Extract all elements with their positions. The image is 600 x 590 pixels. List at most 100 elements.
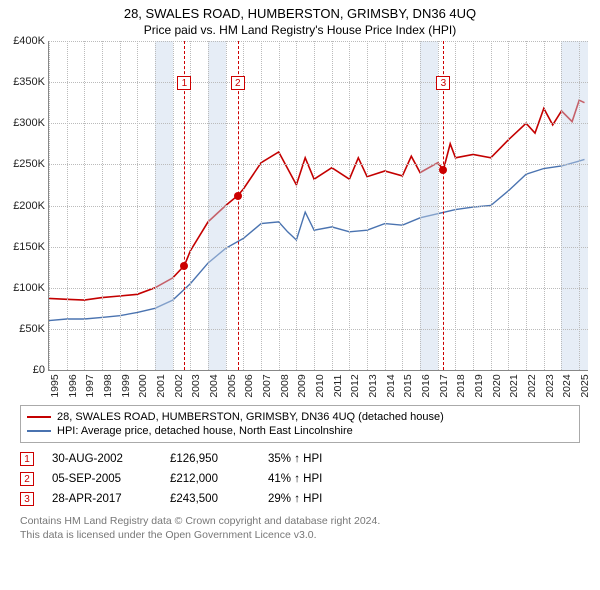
x-gridline xyxy=(261,41,262,370)
y-tick-label: £300K xyxy=(13,117,45,129)
x-tick-label: 2005 xyxy=(226,374,238,397)
x-gridline xyxy=(402,41,403,370)
x-tick-label: 2024 xyxy=(561,374,573,397)
x-tick-label: 2008 xyxy=(279,374,291,397)
sale-num: 3 xyxy=(20,492,34,506)
sale-price: £212,000 xyxy=(170,473,250,485)
x-tick-label: 2021 xyxy=(508,374,520,397)
x-tick-label: 2010 xyxy=(314,374,326,397)
footer: Contains HM Land Registry data © Crown c… xyxy=(20,515,580,542)
x-gridline xyxy=(473,41,474,370)
x-gridline xyxy=(420,41,421,370)
x-gridline xyxy=(137,41,138,370)
x-gridline xyxy=(508,41,509,370)
x-gridline xyxy=(544,41,545,370)
x-gridline xyxy=(579,41,580,370)
sale-refline xyxy=(238,41,239,370)
sale-delta: 35% ↑ HPI xyxy=(268,453,322,465)
x-gridline xyxy=(296,41,297,370)
x-gridline xyxy=(314,41,315,370)
sale-date: 28-APR-2017 xyxy=(52,493,152,505)
x-tick-label: 2011 xyxy=(332,375,344,398)
sale-refbox: 2 xyxy=(231,76,245,90)
x-gridline xyxy=(208,41,209,370)
sale-num: 2 xyxy=(20,472,34,486)
x-gridline xyxy=(561,41,562,370)
sale-dot xyxy=(234,192,242,200)
x-tick-label: 1997 xyxy=(84,374,96,397)
x-tick-label: 2025 xyxy=(579,374,591,397)
x-tick-label: 2017 xyxy=(438,374,450,397)
x-gridline xyxy=(385,41,386,370)
x-tick-label: 2020 xyxy=(491,374,503,397)
sale-delta: 41% ↑ HPI xyxy=(268,473,322,485)
sale-row: 3 28-APR-2017 £243,500 29% ↑ HPI xyxy=(20,489,580,509)
x-tick-label: 2015 xyxy=(402,374,414,397)
sales-table: 1 30-AUG-2002 £126,950 35% ↑ HPI 2 05-SEP-200… xyxy=(20,449,580,509)
x-gridline xyxy=(332,41,333,370)
sale-delta: 29% ↑ HPI xyxy=(268,493,322,505)
sale-refbox: 1 xyxy=(177,76,191,90)
y-gridline xyxy=(49,164,588,165)
x-tick-label: 2023 xyxy=(544,374,556,397)
y-tick-label: £250K xyxy=(13,158,45,170)
sale-price: £126,950 xyxy=(170,453,250,465)
x-gridline xyxy=(243,41,244,370)
sale-dot xyxy=(439,166,447,174)
sale-refbox: 3 xyxy=(436,76,450,90)
x-tick-label: 2002 xyxy=(173,374,185,397)
y-gridline xyxy=(49,41,588,42)
y-gridline xyxy=(49,206,588,207)
legend-row: 28, SWALES ROAD, HUMBERSTON, GRIMSBY, DN… xyxy=(27,410,573,424)
page-subtitle: Price paid vs. HM Land Registry's House … xyxy=(0,21,600,41)
x-gridline xyxy=(67,41,68,370)
x-tick-label: 2009 xyxy=(296,374,308,397)
footer-line-1: Contains HM Land Registry data © Crown c… xyxy=(20,515,580,529)
x-tick-label: 2003 xyxy=(190,374,202,397)
x-gridline xyxy=(279,41,280,370)
x-gridline xyxy=(526,41,527,370)
legend-label: HPI: Average price, detached house, Nort… xyxy=(57,425,353,437)
x-tick-label: 2001 xyxy=(155,374,167,397)
legend-swatch xyxy=(27,416,51,418)
y-tick-label: £400K xyxy=(13,35,45,47)
y-tick-label: £150K xyxy=(13,241,45,253)
series-property xyxy=(49,100,585,300)
sale-dot xyxy=(180,262,188,270)
x-gridline xyxy=(438,41,439,370)
sale-price: £243,500 xyxy=(170,493,250,505)
page-title: 28, SWALES ROAD, HUMBERSTON, GRIMSBY, DN… xyxy=(0,0,600,21)
x-tick-label: 2016 xyxy=(420,374,432,397)
x-gridline xyxy=(155,41,156,370)
x-gridline xyxy=(49,41,50,370)
y-gridline xyxy=(49,123,588,124)
x-tick-label: 2018 xyxy=(455,374,467,397)
legend: 28, SWALES ROAD, HUMBERSTON, GRIMSBY, DN… xyxy=(20,405,580,443)
sale-refline xyxy=(443,41,444,370)
x-gridline xyxy=(349,41,350,370)
x-gridline xyxy=(173,41,174,370)
y-tick-label: £0 xyxy=(33,364,45,376)
y-tick-label: £100K xyxy=(13,282,45,294)
y-tick-label: £350K xyxy=(13,76,45,88)
x-tick-label: 2013 xyxy=(367,374,379,397)
x-gridline xyxy=(84,41,85,370)
y-gridline xyxy=(49,288,588,289)
x-tick-label: 2000 xyxy=(137,374,149,397)
sale-refline xyxy=(184,41,185,370)
y-gridline xyxy=(49,247,588,248)
x-tick-label: 2022 xyxy=(526,374,538,397)
x-tick-label: 2007 xyxy=(261,374,273,397)
x-tick-label: 1998 xyxy=(102,374,114,397)
y-tick-label: £200K xyxy=(13,200,45,212)
footer-line-2: This data is licensed under the Open Gov… xyxy=(20,529,580,543)
sale-num: 1 xyxy=(20,452,34,466)
sale-date: 05-SEP-2005 xyxy=(52,473,152,485)
sale-row: 2 05-SEP-2005 £212,000 41% ↑ HPI xyxy=(20,469,580,489)
x-gridline xyxy=(367,41,368,370)
sale-date: 30-AUG-2002 xyxy=(52,453,152,465)
x-tick-label: 2019 xyxy=(473,374,485,397)
x-tick-label: 2014 xyxy=(385,374,397,397)
y-gridline xyxy=(49,82,588,83)
chart: £0£50K£100K£150K£200K£250K£300K£350K£400… xyxy=(48,41,588,401)
